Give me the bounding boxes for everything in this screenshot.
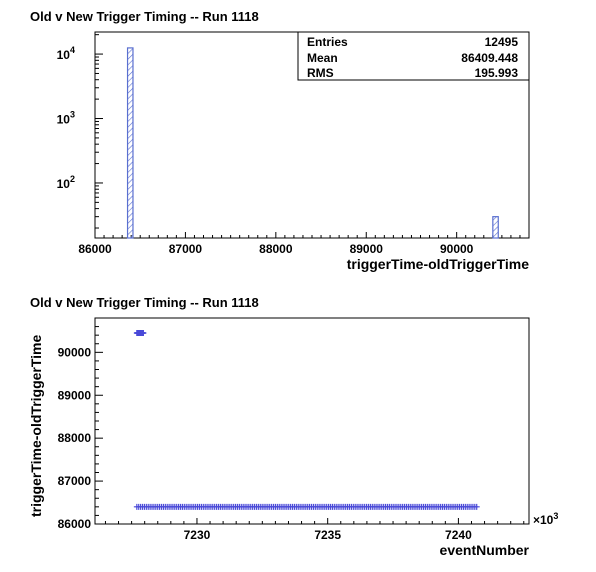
hist-y-tick-label: 102 (57, 174, 75, 191)
scatter-x-tick-label: 7240 (445, 528, 472, 542)
stats-mean-label: Mean (307, 51, 338, 65)
hist-x-tick-label: 90000 (440, 242, 474, 256)
scatter-y-ticks: 86000 87000 88000 89000 90000 (58, 345, 103, 531)
scatter-title: Old v New Trigger Timing -- Run 1118 (30, 295, 259, 310)
scatter-y-tick-label: 87000 (58, 474, 92, 488)
scatter-minor-ticks (95, 317, 525, 524)
scatter-x-tick-label: 7230 (184, 528, 211, 542)
stats-box (297, 31, 530, 81)
hist-x-tick-label: 88000 (259, 242, 293, 256)
scatter-x-tick-label: 7235 (314, 528, 341, 542)
stats-mean-value: 86409.448 (461, 51, 518, 65)
hist-bars (126, 47, 499, 239)
scatter-points (133, 330, 480, 510)
hist-x-tick-label: 87000 (169, 242, 203, 256)
scatter-y-tick-label: 86000 (58, 517, 92, 531)
stats-rms-label: RMS (307, 66, 334, 80)
scatter-y-axis-label: triggerTime-oldTriggerTime (28, 334, 44, 517)
scatter-y-tick-label: 88000 (58, 431, 92, 445)
hist-y-tick-label: 103 (57, 110, 75, 127)
hist-y-ticks: 102 103 104 (57, 45, 103, 191)
scatter-point (473, 503, 480, 510)
scatter-y-tick-label: 90000 (58, 345, 92, 359)
hist-x-tick-label: 89000 (350, 242, 384, 256)
scatter-frame (94, 317, 530, 525)
stats-rms-value: 195.993 (475, 66, 519, 80)
histogram-bar (126, 47, 134, 239)
hist-x-tick-label: 86000 (78, 242, 112, 256)
scatter-x-ticks: 7230 7235 7240 (184, 518, 472, 542)
stats-entries-value: 12495 (485, 35, 519, 49)
stats-entries-label: Entries (307, 35, 348, 49)
scatter-x-axis-label: eventNumber (440, 542, 530, 558)
scatter-point (140, 330, 147, 337)
scatter-x-multiplier: ×103 (533, 511, 558, 527)
hist-x-axis-label: triggerTime-oldTriggerTime (347, 256, 530, 272)
histogram-bar (492, 216, 499, 239)
hist-y-tick-label: 104 (57, 45, 75, 62)
hist-title: Old v New Trigger Timing -- Run 1118 (30, 9, 259, 24)
hist-x-ticks: 86000 87000 88000 89000 90000 (78, 232, 474, 256)
scatter-y-tick-label: 89000 (58, 388, 92, 402)
